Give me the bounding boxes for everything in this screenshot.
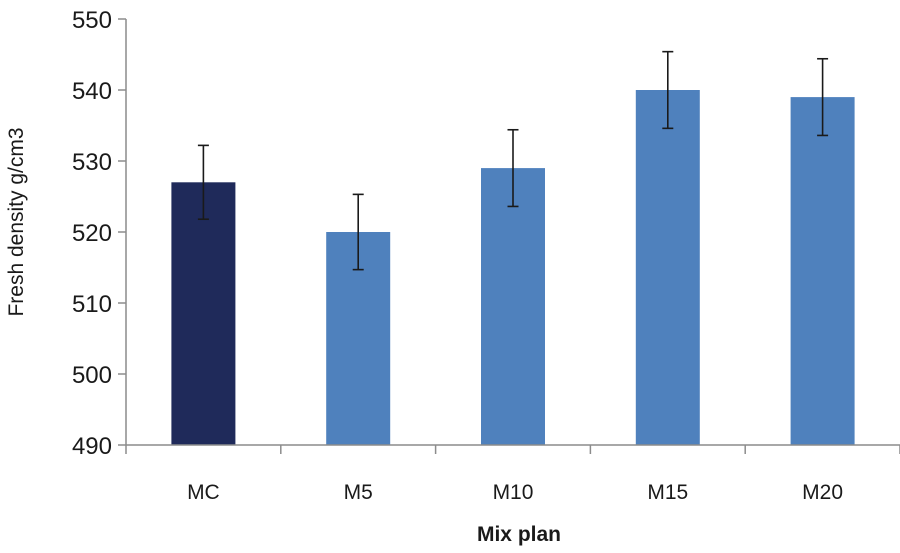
x-tick-label: M20 xyxy=(802,481,843,504)
x-tick-label: M15 xyxy=(647,481,688,504)
y-tick-label: 550 xyxy=(72,7,112,34)
bar-m10 xyxy=(481,168,545,445)
y-tick-label: 500 xyxy=(72,362,112,389)
x-tick-label: M5 xyxy=(344,481,373,504)
error-bars xyxy=(197,50,829,271)
axis-labels: Fresh density g/cm3 Mix plan xyxy=(5,127,561,546)
bar-mc xyxy=(171,182,236,446)
y-tick-label: 530 xyxy=(72,149,112,176)
y-axis-ticks: 490 500 510 520 530 540 550 xyxy=(72,7,126,460)
bar-m20 xyxy=(790,97,855,445)
y-axis-title: Fresh density g/cm3 xyxy=(5,127,28,316)
y-tick-label: 490 xyxy=(72,433,112,460)
axes xyxy=(125,19,900,446)
y-tick-label: 520 xyxy=(72,220,112,247)
bars xyxy=(171,90,855,446)
y-tick-label: 540 xyxy=(72,78,112,105)
x-axis-ticks: MC M5 M10 M15 M20 xyxy=(125,445,900,504)
bar-m15 xyxy=(635,90,700,445)
x-tick-label: M10 xyxy=(493,481,534,504)
y-tick-label: 510 xyxy=(72,291,112,318)
x-tick-label: MC xyxy=(187,481,220,504)
x-axis-title: Mix plan xyxy=(477,523,561,546)
